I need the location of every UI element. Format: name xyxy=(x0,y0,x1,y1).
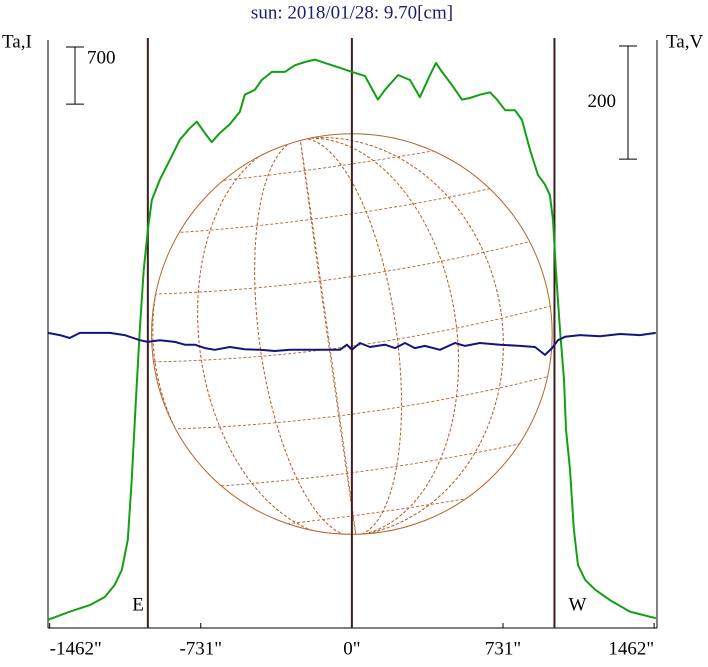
parallel xyxy=(177,478,575,535)
x-tick-label: -1462" xyxy=(50,638,102,659)
parallel xyxy=(153,305,551,363)
x-tick-label: 0" xyxy=(343,638,360,659)
limb-label-east: E xyxy=(132,594,144,615)
parallel xyxy=(171,432,569,490)
meridian xyxy=(254,138,402,537)
limb-label-west: W xyxy=(568,594,586,615)
y2-axis-label: Ta,V xyxy=(666,31,703,52)
parallel xyxy=(129,133,527,190)
chart-title: sun: 2018/01/28: 9.70[cm] xyxy=(251,2,453,23)
parallel xyxy=(162,373,560,430)
meridian xyxy=(254,138,402,537)
x-tick-label: 1462" xyxy=(608,638,654,659)
x-tick-label: 731" xyxy=(485,638,521,659)
parallel xyxy=(144,238,541,295)
parallel xyxy=(135,178,533,236)
meridian xyxy=(152,137,504,538)
meridian xyxy=(299,138,357,537)
series-line xyxy=(47,331,656,356)
meridian xyxy=(152,137,504,538)
meridian xyxy=(197,137,459,537)
series-line xyxy=(47,58,657,621)
scale-bar-label: 200 xyxy=(588,91,617,112)
x-tick-label: -731" xyxy=(179,638,222,659)
meridian xyxy=(197,137,459,537)
y-axis-label: Ta,I xyxy=(2,31,32,52)
scale-bar-label: 700 xyxy=(87,47,116,68)
